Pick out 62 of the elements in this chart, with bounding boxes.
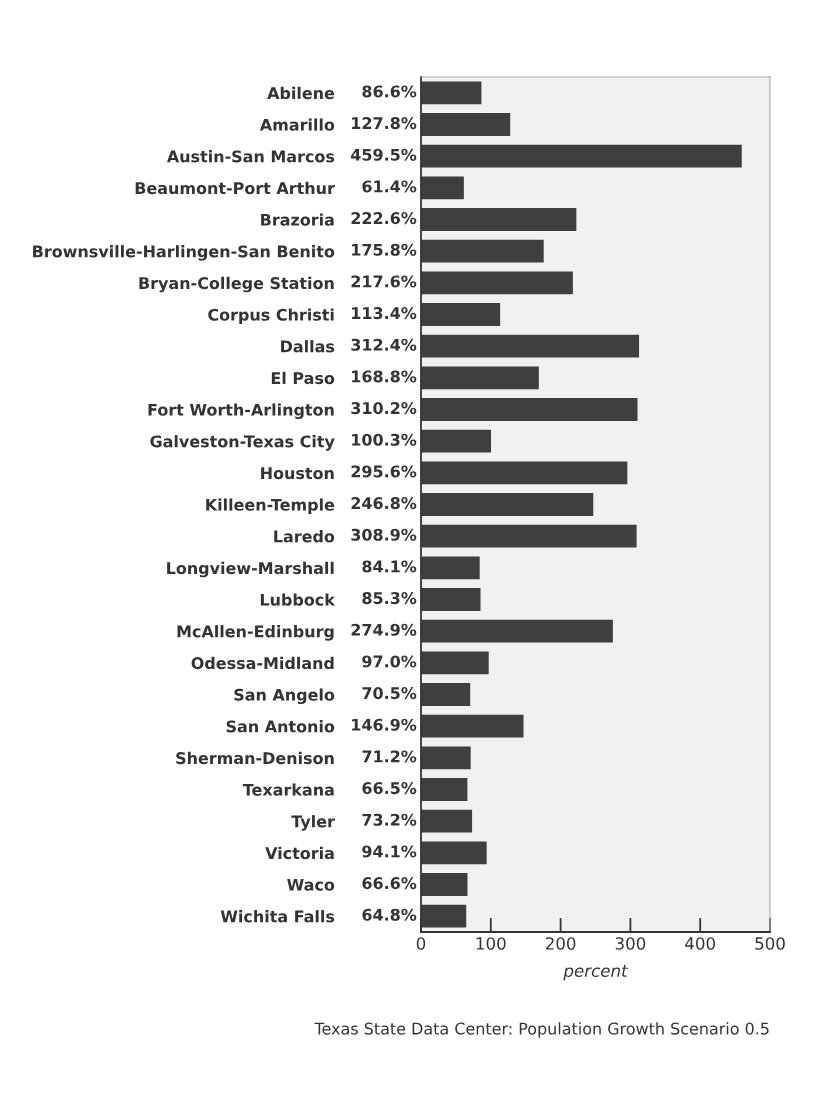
data-label: 308.9% xyxy=(351,528,417,541)
y-tick-label: Austin-San Marcos xyxy=(166,150,335,163)
y-tick-label: Brazoria xyxy=(261,213,334,226)
y-tick-label: Longview-Marshall xyxy=(167,561,334,578)
data-label: 86.6% xyxy=(362,85,417,98)
y-tick-label: Corpus Christi xyxy=(208,308,334,324)
text: Texas State Data Center: Population Growth Scenario 0.5 xyxy=(314,1022,769,1038)
data-label: 274.9% xyxy=(351,623,417,636)
y-tick-label: San Angelo xyxy=(234,688,335,705)
data-label: 73.2% xyxy=(362,813,417,826)
data-label: 168.8% xyxy=(352,370,417,383)
y-tick-label: Texarkana xyxy=(242,783,334,796)
x-tick-label: 400 xyxy=(685,937,715,950)
data-label: 100.3% xyxy=(352,433,417,446)
y-tick-label: El Paso xyxy=(271,371,335,385)
y-tick-label: McAllen-Edinburg xyxy=(177,625,334,641)
y-tick-label: Waco xyxy=(287,878,335,891)
data-label: 64.8% xyxy=(362,908,417,921)
data-label: 459.5% xyxy=(351,148,417,161)
data-label: 94.1% xyxy=(362,845,417,858)
data-label: 246.8% xyxy=(351,497,417,510)
y-tick-label: Victoria xyxy=(265,846,334,860)
data-label: 146.9% xyxy=(352,718,417,731)
x-tick-label: 100 xyxy=(476,937,506,950)
data-label: 217.6% xyxy=(351,275,417,288)
y-tick-label: Sherman-Denison xyxy=(176,751,334,765)
y-tick-label: Beaumont-Port Arthur xyxy=(135,181,335,195)
x-tick-label: 300 xyxy=(615,937,646,950)
x-tick-label: 0 xyxy=(416,937,426,950)
y-tick-label: Wichita Falls xyxy=(220,910,335,923)
y-tick-label: San Antonio xyxy=(226,720,335,733)
data-label: 295.6% xyxy=(351,465,417,478)
y-tick-label: Houston xyxy=(261,467,334,480)
data-label: 61.4% xyxy=(362,180,417,193)
data-label: 127.8% xyxy=(352,117,417,130)
x-axis-title: percent xyxy=(563,965,629,981)
data-label: 70.5% xyxy=(362,687,417,700)
data-label: 84.1% xyxy=(362,560,417,573)
y-tick-label: Lubbock xyxy=(260,593,336,606)
y-tick-label: Bryan-College Station xyxy=(139,276,334,293)
y-tick-label: Brownsville-Harlingen-San Benito xyxy=(33,245,335,261)
data-label: 113.4% xyxy=(352,307,417,320)
y-tick-label: Abilene xyxy=(267,86,335,100)
data-label: 222.6% xyxy=(351,212,417,225)
y-tick-label: Odessa-Midland xyxy=(191,656,334,670)
y-tick-label: Fort Worth-Arlington xyxy=(148,403,334,420)
data-label: 66.5% xyxy=(362,782,417,795)
x-tick-label: 200 xyxy=(545,937,576,950)
data-label: 85.3% xyxy=(362,592,417,605)
y-tick-label: Galveston-Texas City xyxy=(150,435,335,451)
data-label: 97.0% xyxy=(362,655,417,668)
data-label: 312.4% xyxy=(351,338,417,351)
data-label: 175.8% xyxy=(352,243,417,256)
y-tick-label: Killeen-Temple xyxy=(206,498,335,514)
data-label: 71.2% xyxy=(362,750,417,763)
y-tick-label: Tyler xyxy=(291,815,335,831)
data-label: 310.2% xyxy=(351,402,417,415)
y-tick-label: Amarillo xyxy=(259,118,335,131)
x-tick-label: 500 xyxy=(755,937,785,950)
y-tick-label: Dallas xyxy=(281,340,335,353)
data-label: 66.6% xyxy=(362,877,417,890)
y-tick-label: Laredo xyxy=(274,530,335,543)
